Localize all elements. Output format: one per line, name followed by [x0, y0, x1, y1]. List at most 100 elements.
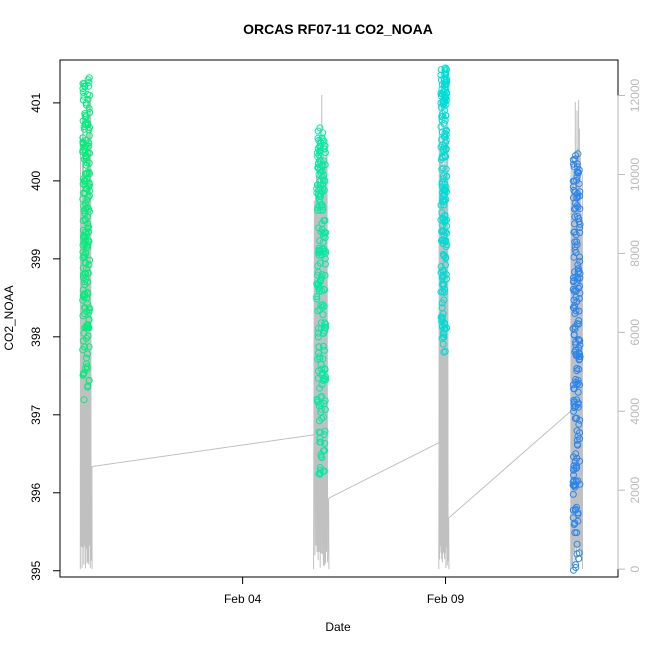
co2-point: [438, 116, 446, 124]
co2-point: [574, 441, 582, 449]
co2-point: [571, 220, 578, 228]
co2-point: [84, 91, 91, 98]
co2-point: [570, 253, 578, 261]
x-tick-label: Feb 09: [427, 592, 465, 606]
co2-point: [321, 271, 329, 279]
co2-point: [441, 197, 449, 205]
co2-point: [438, 299, 446, 307]
co2-point: [439, 90, 447, 98]
co2-point: [85, 159, 93, 167]
co2-point: [85, 343, 93, 351]
co2-point: [437, 66, 445, 74]
co2-point: [439, 272, 447, 280]
co2-point: [314, 206, 322, 214]
co2-point: [79, 226, 87, 234]
co2-point: [441, 212, 449, 220]
co2-point: [79, 234, 87, 241]
co2-point: [81, 110, 89, 118]
co2-point: [575, 349, 583, 356]
co2-point: [574, 169, 582, 177]
co2-point: [572, 152, 579, 159]
co2-point: [438, 304, 446, 312]
co2-point: [315, 428, 323, 436]
co2-point: [322, 320, 330, 328]
co2-point: [574, 403, 582, 411]
y-tick-label: 400: [29, 171, 43, 191]
co2-point: [318, 371, 326, 379]
co2-point: [85, 79, 93, 86]
co2-point: [85, 308, 93, 316]
co2-point: [443, 126, 450, 134]
co2-point: [437, 216, 445, 224]
co2-point: [316, 438, 324, 446]
co2-point: [440, 175, 447, 182]
y-tick-label: 398: [29, 326, 43, 346]
x-axis: Feb 04 Feb 09: [224, 576, 465, 606]
altitude-connector: [92, 434, 314, 467]
co2-point: [314, 127, 322, 135]
flight-points: [569, 150, 584, 574]
co2-point: [571, 238, 579, 246]
co2-point: [320, 137, 328, 145]
co2-point: [314, 398, 322, 406]
co2-point: [79, 312, 87, 320]
co2-point: [575, 218, 583, 226]
co2-points: [79, 64, 584, 574]
co2-point: [571, 519, 579, 527]
x-tick-label: Feb 04: [224, 592, 262, 606]
co2-point: [80, 396, 88, 404]
co2-point: [81, 176, 89, 184]
co2-point: [573, 176, 581, 184]
co2-point: [319, 342, 327, 350]
co2-point: [571, 286, 579, 294]
co2-point: [442, 112, 450, 119]
co2-point: [321, 142, 329, 150]
co2-point: [317, 190, 325, 198]
co2-point: [321, 161, 329, 169]
co2-point: [79, 217, 87, 224]
co2-point: [573, 173, 581, 181]
co2-point: [576, 257, 584, 265]
co2-point: [441, 347, 449, 355]
co2-point: [320, 186, 328, 194]
co2-point: [442, 243, 450, 251]
co2-point: [575, 420, 583, 428]
co2-point: [316, 202, 323, 210]
co2-point: [84, 95, 92, 103]
co2-point: [321, 439, 329, 447]
co2-point: [318, 271, 326, 279]
co2-point: [85, 223, 93, 231]
co2-point: [81, 170, 89, 178]
co2-point: [571, 302, 579, 310]
co2-point: [83, 119, 91, 127]
co2-point: [321, 327, 329, 335]
co2-point: [318, 303, 326, 311]
co2-point: [570, 481, 578, 489]
co2-point: [83, 322, 91, 330]
co2-point: [80, 155, 88, 163]
plot-frame: [59, 59, 619, 578]
co2-point: [439, 193, 447, 200]
co2-point: [317, 276, 325, 284]
co2-point: [438, 228, 445, 235]
chart-title: ORCAS RF07-11 CO2_NOAA: [243, 21, 433, 37]
co2-point: [316, 464, 324, 472]
co2-point: [80, 92, 88, 100]
co2-point: [440, 333, 448, 341]
co2-point: [573, 529, 581, 537]
co2-point: [85, 304, 93, 312]
co2-point: [318, 161, 326, 169]
co2-point: [571, 243, 579, 251]
y-tick-label: 401: [29, 93, 43, 113]
co2-point: [574, 261, 582, 269]
y-tick-label: 397: [29, 404, 43, 424]
co2-point: [439, 164, 447, 172]
co2-point: [86, 149, 94, 157]
co2-point: [83, 204, 91, 211]
co2-point: [575, 295, 583, 302]
co2-point: [313, 185, 321, 193]
co2-point: [569, 506, 577, 514]
co2-point: [569, 490, 577, 498]
co2-point: [81, 209, 89, 217]
